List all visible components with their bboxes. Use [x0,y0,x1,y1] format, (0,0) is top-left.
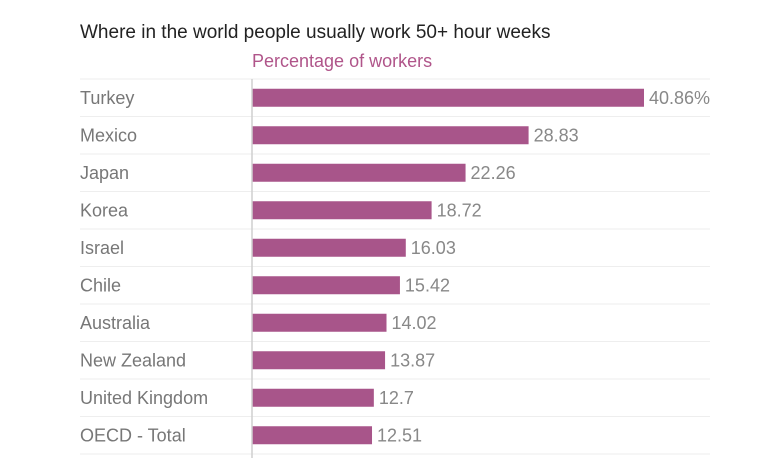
chart-title: Where in the world people usually work 5… [80,22,551,43]
value-label: 13.87 [390,350,435,370]
bar [252,238,406,257]
category-label: Korea [80,200,129,220]
category-label: OECD - Total [80,425,186,445]
bar [252,126,529,145]
value-label: 12.7 [379,388,414,408]
value-label: 15.42 [405,275,450,295]
value-label: 14.02 [392,313,437,333]
value-label: 22.26 [471,163,516,183]
value-label: 18.72 [437,200,482,220]
category-label: Japan [80,163,129,183]
category-label: Mexico [80,125,137,145]
value-label: 28.83 [534,125,579,145]
value-label: 16.03 [411,238,456,258]
category-label: Chile [80,275,121,295]
bar [252,313,387,332]
bar [252,388,374,407]
bar [252,163,466,182]
bar [252,276,400,295]
value-label: 12.51 [377,425,422,445]
chart-subtitle: Percentage of workers [252,51,433,71]
category-label: New Zealand [80,350,186,370]
category-label: Australia [80,313,151,333]
value-label: 40.86% [649,88,710,108]
bar [252,426,373,445]
category-label: United Kingdom [80,388,208,408]
bar [252,201,432,220]
category-label: Israel [80,238,124,258]
bar [252,351,386,370]
category-label: Turkey [80,88,134,108]
bar [252,88,644,107]
